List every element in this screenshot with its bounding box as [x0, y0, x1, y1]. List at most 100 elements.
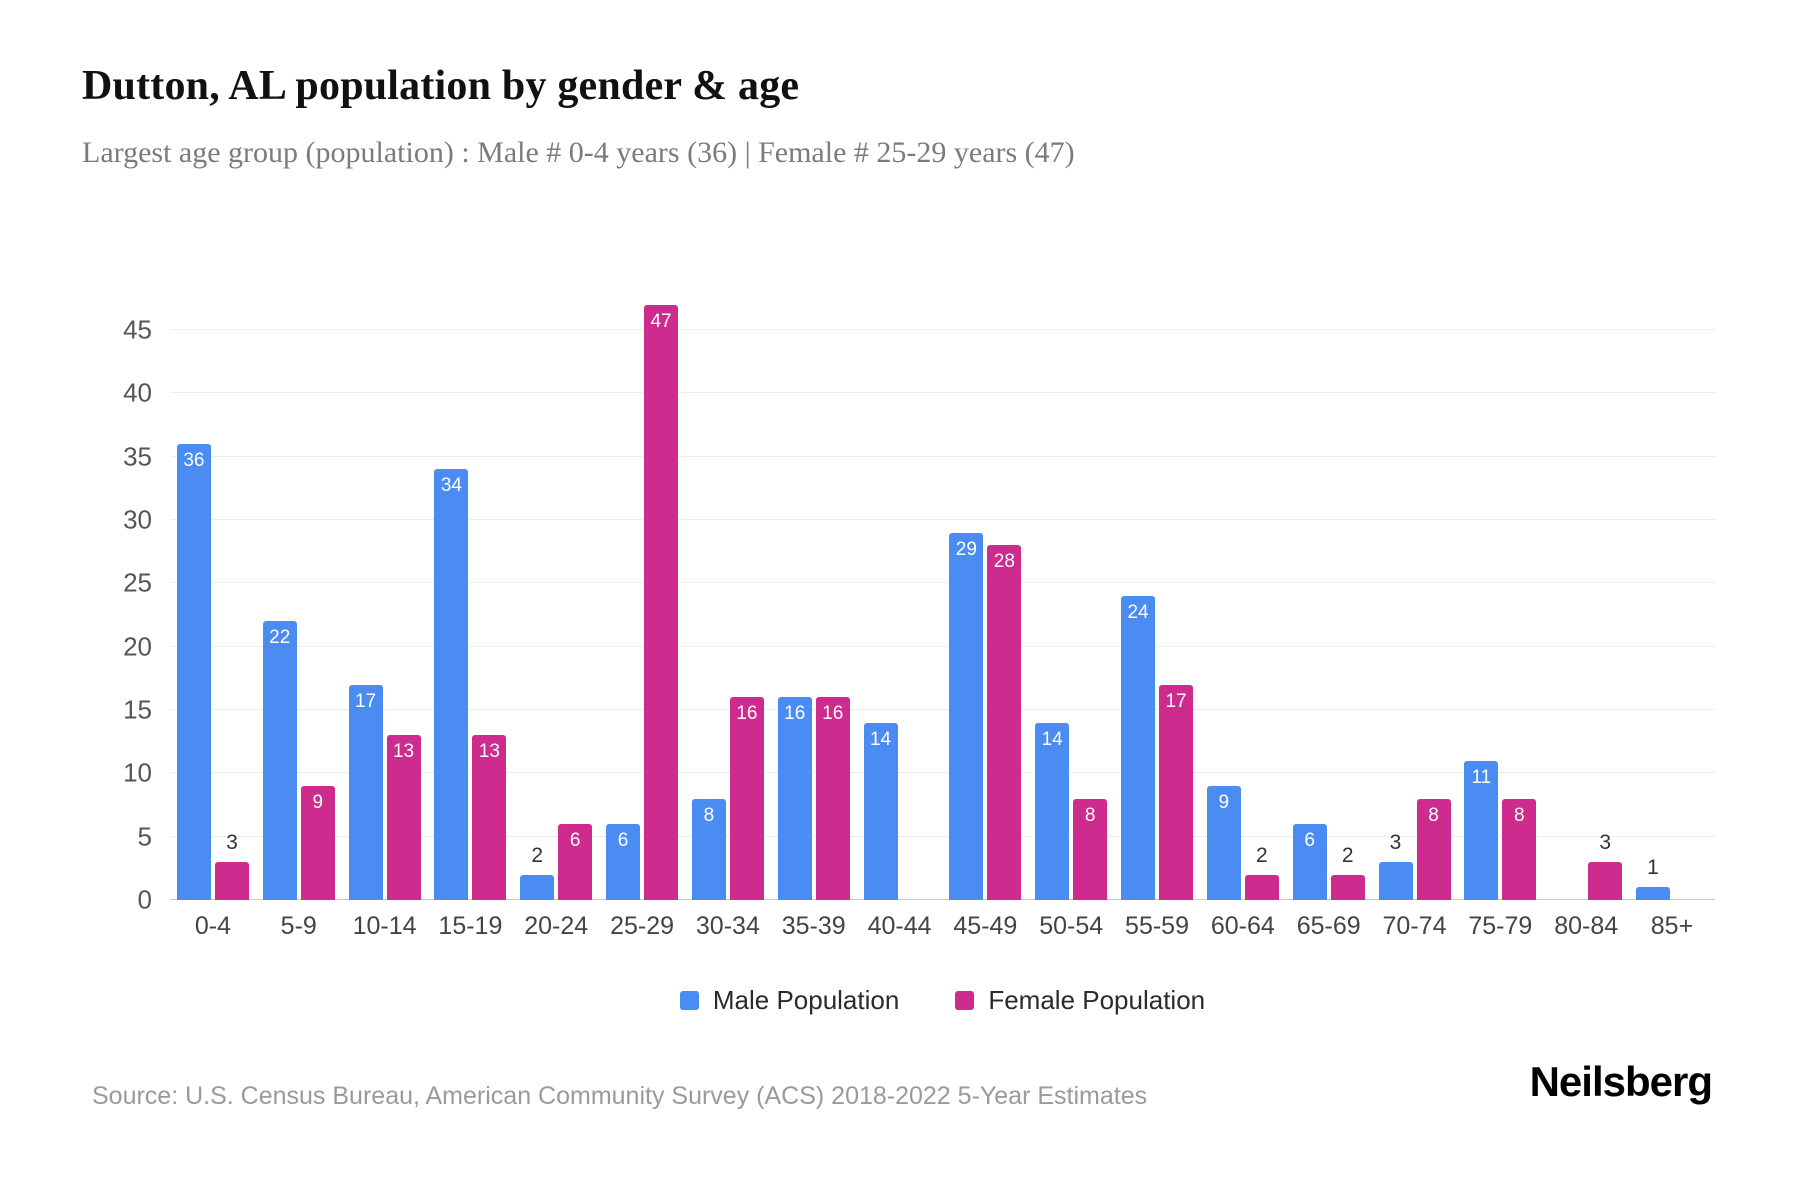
- bar-value-label: 13: [392, 741, 415, 763]
- bar-value-label: 22: [269, 627, 291, 649]
- bar-slot: 13: [472, 292, 507, 900]
- page-subtitle: Largest age group (population) : Male # …: [82, 136, 1075, 169]
- bar-slot: 2: [1330, 292, 1365, 900]
- bar-female-60-64[interactable]: 2: [1244, 844, 1279, 900]
- bar-value-label: 2: [531, 843, 544, 867]
- bar-female-25-29[interactable]: 47: [644, 304, 679, 900]
- bar-group: 22 9: [256, 292, 342, 900]
- bar-female-30-34[interactable]: 16: [729, 697, 764, 900]
- bar-male-25-29[interactable]: 6: [606, 824, 641, 900]
- bar-value-label: 14: [869, 728, 892, 750]
- bar-slot: 8: [1416, 292, 1451, 900]
- bar-group: 8 16: [685, 292, 771, 900]
- bar-slot: 9: [300, 292, 335, 900]
- bar-female-80-84[interactable]: 3: [1588, 831, 1623, 900]
- bar-slot: 17: [1159, 292, 1194, 900]
- bar-male-10-14[interactable]: 17: [348, 684, 383, 900]
- bar-female-35-39[interactable]: 16: [815, 697, 850, 900]
- bar-male-75-79[interactable]: 11: [1464, 760, 1499, 900]
- y-tick-label: 40: [123, 377, 152, 408]
- bar-male-45-49[interactable]: 29: [949, 532, 984, 900]
- bar-female-75-79[interactable]: 8: [1502, 798, 1537, 900]
- bar-female-65-69[interactable]: 2: [1330, 844, 1365, 900]
- bar-group: 29 28: [942, 292, 1028, 900]
- gridline: 30: [123, 505, 1715, 535]
- legend-item-male[interactable]: Male Population: [679, 985, 900, 1016]
- bar-male-35-39[interactable]: 16: [777, 697, 812, 900]
- bar-male-20-24[interactable]: 2: [520, 844, 555, 900]
- bar-value-label: 17: [1165, 690, 1187, 712]
- bar-male-30-34[interactable]: 8: [691, 798, 726, 900]
- bar-male-50-54[interactable]: 14: [1035, 722, 1070, 900]
- bar-value-label: 9: [1218, 792, 1230, 813]
- bar-slot: 6: [1292, 292, 1327, 900]
- y-tick-label: 15: [123, 694, 152, 725]
- bar-value-label: 3: [1389, 831, 1402, 854]
- gridline: 5: [138, 821, 1715, 851]
- bar-value-label: 1: [1647, 856, 1659, 880]
- x-axis-label: 40-44: [867, 912, 932, 940]
- bar-value-label: 6: [1304, 830, 1315, 851]
- bar-female-50-54[interactable]: 8: [1073, 798, 1108, 900]
- x-axis-label: 45-49: [953, 912, 1018, 940]
- plot-area: 0 5 10 15 20 25 30 35 40 45 36 3 22 9 17 13 34 13 2 6 6 47 8 16…: [123, 292, 1715, 915]
- bar-group: 17 13: [342, 292, 428, 900]
- bar-female-5-9[interactable]: 9: [300, 786, 335, 900]
- y-tick-label: 0: [137, 884, 152, 915]
- bar-group: 16 16: [771, 292, 857, 900]
- bar-male-85+[interactable]: 1: [1635, 856, 1670, 900]
- x-axis: 0-4 5-9 10-14 15-19 20-24 25-29 30-34 35-39 40-4…: [170, 912, 1715, 941]
- bar-female-10-14[interactable]: 13: [386, 735, 421, 900]
- gridline: 0: [138, 885, 1715, 915]
- y-tick-label: 35: [123, 441, 152, 472]
- bar-male-40-44[interactable]: 14: [863, 722, 898, 900]
- bar-male-55-59[interactable]: 24: [1121, 596, 1156, 900]
- bar-slot: 28: [987, 292, 1022, 900]
- bar-slot: 9: [1206, 292, 1241, 900]
- bar-groups: 36 3 22 9 17 13 34 13 2 6 6 47 8 16 16 16 14 29 28 14 8 24 17 9…: [170, 292, 1715, 900]
- legend-label-male: Male Population: [712, 985, 900, 1015]
- legend-label-female: Female Population: [988, 985, 1206, 1015]
- x-axis-label: 5-9: [280, 912, 317, 940]
- bar-female-45-49[interactable]: 28: [987, 545, 1022, 900]
- bar-male-5-9[interactable]: 22: [262, 621, 297, 900]
- y-tick-label: 10: [123, 757, 152, 788]
- bar-female-15-19[interactable]: 13: [472, 735, 507, 900]
- neilsberg-logo: Neilsberg: [1529, 1058, 1713, 1105]
- bar-slot: 8: [691, 292, 726, 900]
- female-swatch-icon: [955, 991, 975, 1010]
- x-axis-label: 85+: [1650, 912, 1694, 940]
- bar-slot: [902, 292, 936, 900]
- bar-group: 6 47: [599, 292, 685, 900]
- bar-slot: 34: [434, 292, 469, 900]
- bar-female-70-74[interactable]: 8: [1416, 798, 1451, 900]
- bar-value-label: 9: [312, 792, 324, 813]
- bar-male-65-69[interactable]: 6: [1292, 824, 1327, 900]
- bar-value-label: 47: [650, 310, 672, 332]
- bar-slot: 8: [1502, 292, 1537, 900]
- gridline: 25: [123, 568, 1715, 598]
- bar-slot: 36: [176, 292, 211, 900]
- x-axis-label: 15-19: [438, 912, 503, 940]
- bar-female-55-59[interactable]: 17: [1159, 684, 1194, 900]
- bar-female-0-4[interactable]: 3: [214, 831, 249, 900]
- bar-slot: 47: [644, 292, 679, 900]
- bar-male-60-64[interactable]: 9: [1206, 786, 1241, 900]
- bar-male-0-4[interactable]: 36: [176, 444, 211, 900]
- bar-slot: 11: [1464, 292, 1499, 900]
- y-tick-label: 25: [123, 567, 152, 598]
- bar-female-20-24[interactable]: 6: [558, 824, 593, 900]
- bar-value-label: 8: [1514, 804, 1525, 826]
- bar-male-70-74[interactable]: 3: [1378, 831, 1413, 900]
- bar-value-label: 28: [993, 551, 1015, 573]
- bar-value-label: 16: [822, 703, 844, 725]
- bar-slot: 22: [262, 292, 297, 900]
- x-axis-label: 0-4: [194, 912, 231, 940]
- legend-item-female[interactable]: Female Population: [955, 985, 1205, 1016]
- bar-value-label: 8: [1428, 804, 1439, 826]
- bar-male-15-19[interactable]: 34: [434, 469, 469, 900]
- page-title: Dutton, AL population by gender & age: [82, 63, 800, 109]
- bar-slot: [1674, 292, 1708, 900]
